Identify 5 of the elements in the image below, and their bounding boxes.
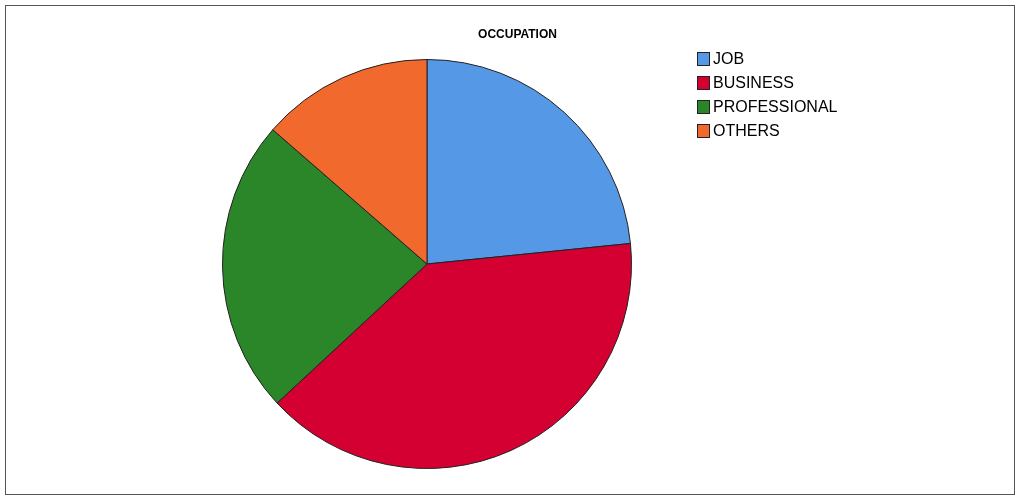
legend-label: JOB <box>713 50 745 68</box>
legend-label: PROFESSIONAL <box>713 98 838 116</box>
legend-label: BUSINESS <box>713 74 794 92</box>
legend-label: OTHERS <box>713 122 780 140</box>
chart-title: OCCUPATION <box>477 27 558 41</box>
